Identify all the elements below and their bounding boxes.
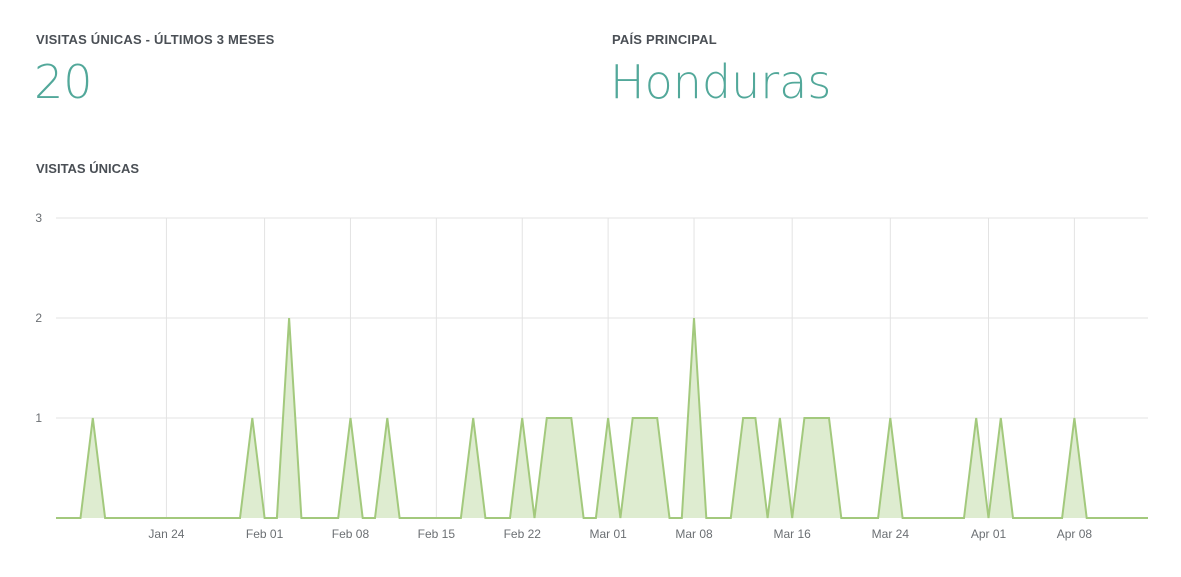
data-point <box>631 416 635 420</box>
x-tick-label: Feb 22 <box>504 527 542 541</box>
data-point <box>569 416 573 420</box>
data-point <box>557 416 561 420</box>
x-tick-label: Feb 01 <box>246 527 284 541</box>
data-point <box>545 416 549 420</box>
x-tick-label: Feb 15 <box>418 527 456 541</box>
data-point <box>778 416 782 420</box>
data-point <box>287 316 291 320</box>
x-tick-label: Mar 01 <box>589 527 627 541</box>
data-point <box>655 416 659 420</box>
x-tick-label: Apr 01 <box>971 527 1007 541</box>
data-point <box>348 416 352 420</box>
y-tick-label: 2 <box>35 311 42 325</box>
data-point <box>1072 416 1076 420</box>
data-point <box>91 416 95 420</box>
chart-title: VISITAS ÚNICAS <box>36 161 140 176</box>
series-line <box>56 317 1148 519</box>
data-point <box>741 416 745 420</box>
x-tick-label: Feb 08 <box>332 527 370 541</box>
data-point <box>888 416 892 420</box>
data-point <box>385 416 389 420</box>
data-point <box>802 416 806 420</box>
x-tick-label: Apr 08 <box>1057 527 1093 541</box>
y-tick-label: 1 <box>35 411 42 425</box>
data-point <box>643 416 647 420</box>
data-point <box>606 416 610 420</box>
country-stat-label: PAÍS PRINCIPAL <box>612 32 717 47</box>
data-point <box>999 416 1003 420</box>
x-tick-label: Mar 24 <box>872 527 910 541</box>
data-point <box>974 416 978 420</box>
data-point <box>815 416 819 420</box>
x-tick-label: Jan 24 <box>148 527 184 541</box>
data-point <box>753 416 757 420</box>
data-point <box>827 416 831 420</box>
country-stat-value: Honduras <box>610 55 832 109</box>
data-point <box>250 416 254 420</box>
visits-stat-value: 20 <box>34 55 93 109</box>
x-tick-label: Mar 16 <box>774 527 812 541</box>
x-tick-label: Mar 08 <box>675 527 713 541</box>
visits-area-chart: 1 2 3 Jan 24 Feb 01 Feb 08 Feb 15 Feb 22 Mar 01 M… <box>35 211 1148 541</box>
data-point <box>471 416 475 420</box>
visits-stat-label: VISITAS ÚNICAS - ÚLTIMOS 3 MESES <box>36 32 275 47</box>
data-point <box>520 416 524 420</box>
y-tick-label: 3 <box>35 211 42 225</box>
series-area <box>56 318 1148 518</box>
data-point <box>692 316 696 320</box>
